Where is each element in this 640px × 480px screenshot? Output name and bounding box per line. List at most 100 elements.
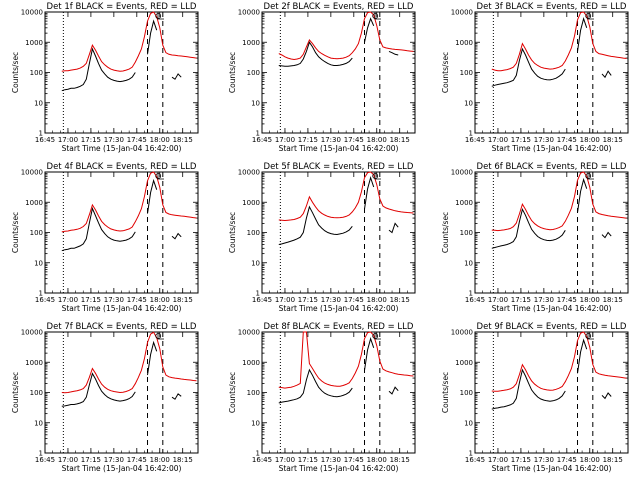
panel-8: Det 8f BLACK = Events, RED = LLD 1 10 100 10… [228,322,416,473]
y-tick-label: 1 [256,450,260,458]
x-tick-label: 17:45 [557,136,577,144]
x-tick-label: 17:15 [511,136,531,144]
bracket-marker-icon [374,332,381,340]
events-line [61,178,182,252]
y-tick-label: 10 [34,259,43,267]
x-tick-label: 17:00 [58,296,78,304]
x-tick-label: 17:30 [321,456,341,464]
x-tick-label: 18:00 [150,296,170,304]
y-axis-label: Counts/sec [11,212,20,253]
lld-line [61,331,197,394]
x-tick-label: 17:15 [81,296,101,304]
x-tick-label: 18:15 [603,296,623,304]
panel-2: Det 2f BLACK = Events, RED = LLD 1 10 100 10… [228,2,416,153]
x-tick-label: 17:30 [321,136,341,144]
y-tick-label: 10 [464,99,473,107]
y-tick-label: 10 [251,259,260,267]
x-tick-label: 18:15 [390,296,410,304]
x-tick-label: 18:00 [367,136,387,144]
x-tick-label: 18:15 [173,136,193,144]
y-axis-label: Counts/sec [441,52,450,93]
events-line [278,17,399,67]
events-line [278,336,399,404]
y-tick-label: 1 [256,290,260,298]
panel-title: Det 9f BLACK = Events, RED = LLD [477,322,627,332]
y-tick-label: 10000 [238,169,260,177]
y-tick-label: 10000 [21,9,43,17]
x-tick-label: 17:00 [275,296,295,304]
x-tick-label: 18:15 [390,136,410,144]
x-tick-label: 16:45 [252,456,272,464]
x-tick-label: 16:45 [35,136,55,144]
y-tick-label: 10 [34,99,43,107]
y-tick-label: 10000 [238,9,260,17]
x-tick-label: 17:45 [557,296,577,304]
plot-frame [44,11,199,134]
x-tick-label: 17:45 [344,456,364,464]
panel-title: Det 7f BLACK = Events, RED = LLD [47,322,197,332]
y-axis-label: Counts/sec [228,212,237,253]
y-tick-label: 1000 [455,39,473,47]
x-tick-label: 17:00 [488,296,508,304]
y-tick-label: 10000 [21,169,43,177]
x-tick-label: 17:30 [534,296,554,304]
y-tick-label: 1000 [242,359,260,367]
lld-line [278,331,414,389]
x-tick-label: 17:00 [275,456,295,464]
y-axis-label: Counts/sec [441,212,450,253]
x-tick-label: 17:15 [298,296,318,304]
events-line [61,340,182,407]
y-tick-label: 1 [469,290,473,298]
x-tick-label: 17:15 [81,456,101,464]
bracket-marker-icon [374,172,381,180]
y-tick-label: 100 [30,389,43,397]
x-tick-label: 18:00 [580,296,600,304]
y-tick-label: 10000 [451,9,473,17]
x-axis-label: Start Time (15-Jan-04 16:42:00) [492,304,612,313]
x-tick-label: 16:45 [35,296,55,304]
y-axis-label: Counts/sec [11,52,20,93]
y-tick-label: 100 [247,229,260,237]
y-tick-label: 100 [460,69,473,77]
x-tick-label: 18:15 [603,456,623,464]
bracket-marker-icon [157,332,164,340]
x-axis-label: Start Time (15-Jan-04 16:42:00) [62,304,182,313]
panel-7: Det 7f BLACK = Events, RED = LLD 1 10 100 10… [11,322,199,473]
y-tick-label: 100 [460,229,473,237]
y-tick-label: 10000 [238,329,260,337]
bracket-marker-icon [157,12,164,20]
x-tick-label: 17:15 [298,136,318,144]
lld-line [61,171,197,233]
y-tick-label: 1000 [242,39,260,47]
x-tick-label: 17:30 [534,136,554,144]
x-tick-label: 16:45 [465,296,485,304]
x-axis-label: Start Time (15-Jan-04 16:42:00) [279,304,399,313]
panel-4: Det 4f BLACK = Events, RED = LLD 1 10 100 10… [11,162,199,313]
x-tick-label: 17:45 [557,456,577,464]
events-line [491,16,612,87]
y-tick-label: 100 [460,389,473,397]
events-line [278,175,399,245]
x-axis-label: Start Time (15-Jan-04 16:42:00) [279,144,399,153]
x-tick-label: 17:30 [534,456,554,464]
events-line [491,338,612,410]
y-tick-label: 1 [39,130,43,138]
panel-1: Det 1f BLACK = Events, RED = LLD 1 10 100 10… [11,2,199,153]
y-tick-label: 10000 [21,329,43,337]
lld-line [61,11,197,72]
x-tick-label: 18:00 [580,136,600,144]
x-tick-label: 18:15 [603,136,623,144]
plot-frame [261,11,416,134]
y-tick-label: 100 [247,389,260,397]
x-tick-label: 17:15 [511,296,531,304]
x-tick-label: 18:00 [580,456,600,464]
x-tick-label: 17:30 [321,296,341,304]
plot-frame [474,171,629,294]
x-tick-label: 18:00 [150,456,170,464]
x-tick-label: 16:45 [252,296,272,304]
x-tick-label: 18:15 [173,456,193,464]
y-tick-label: 1000 [242,199,260,207]
plot-frame [261,331,416,454]
y-tick-label: 1 [256,130,260,138]
y-tick-label: 10 [34,419,43,427]
